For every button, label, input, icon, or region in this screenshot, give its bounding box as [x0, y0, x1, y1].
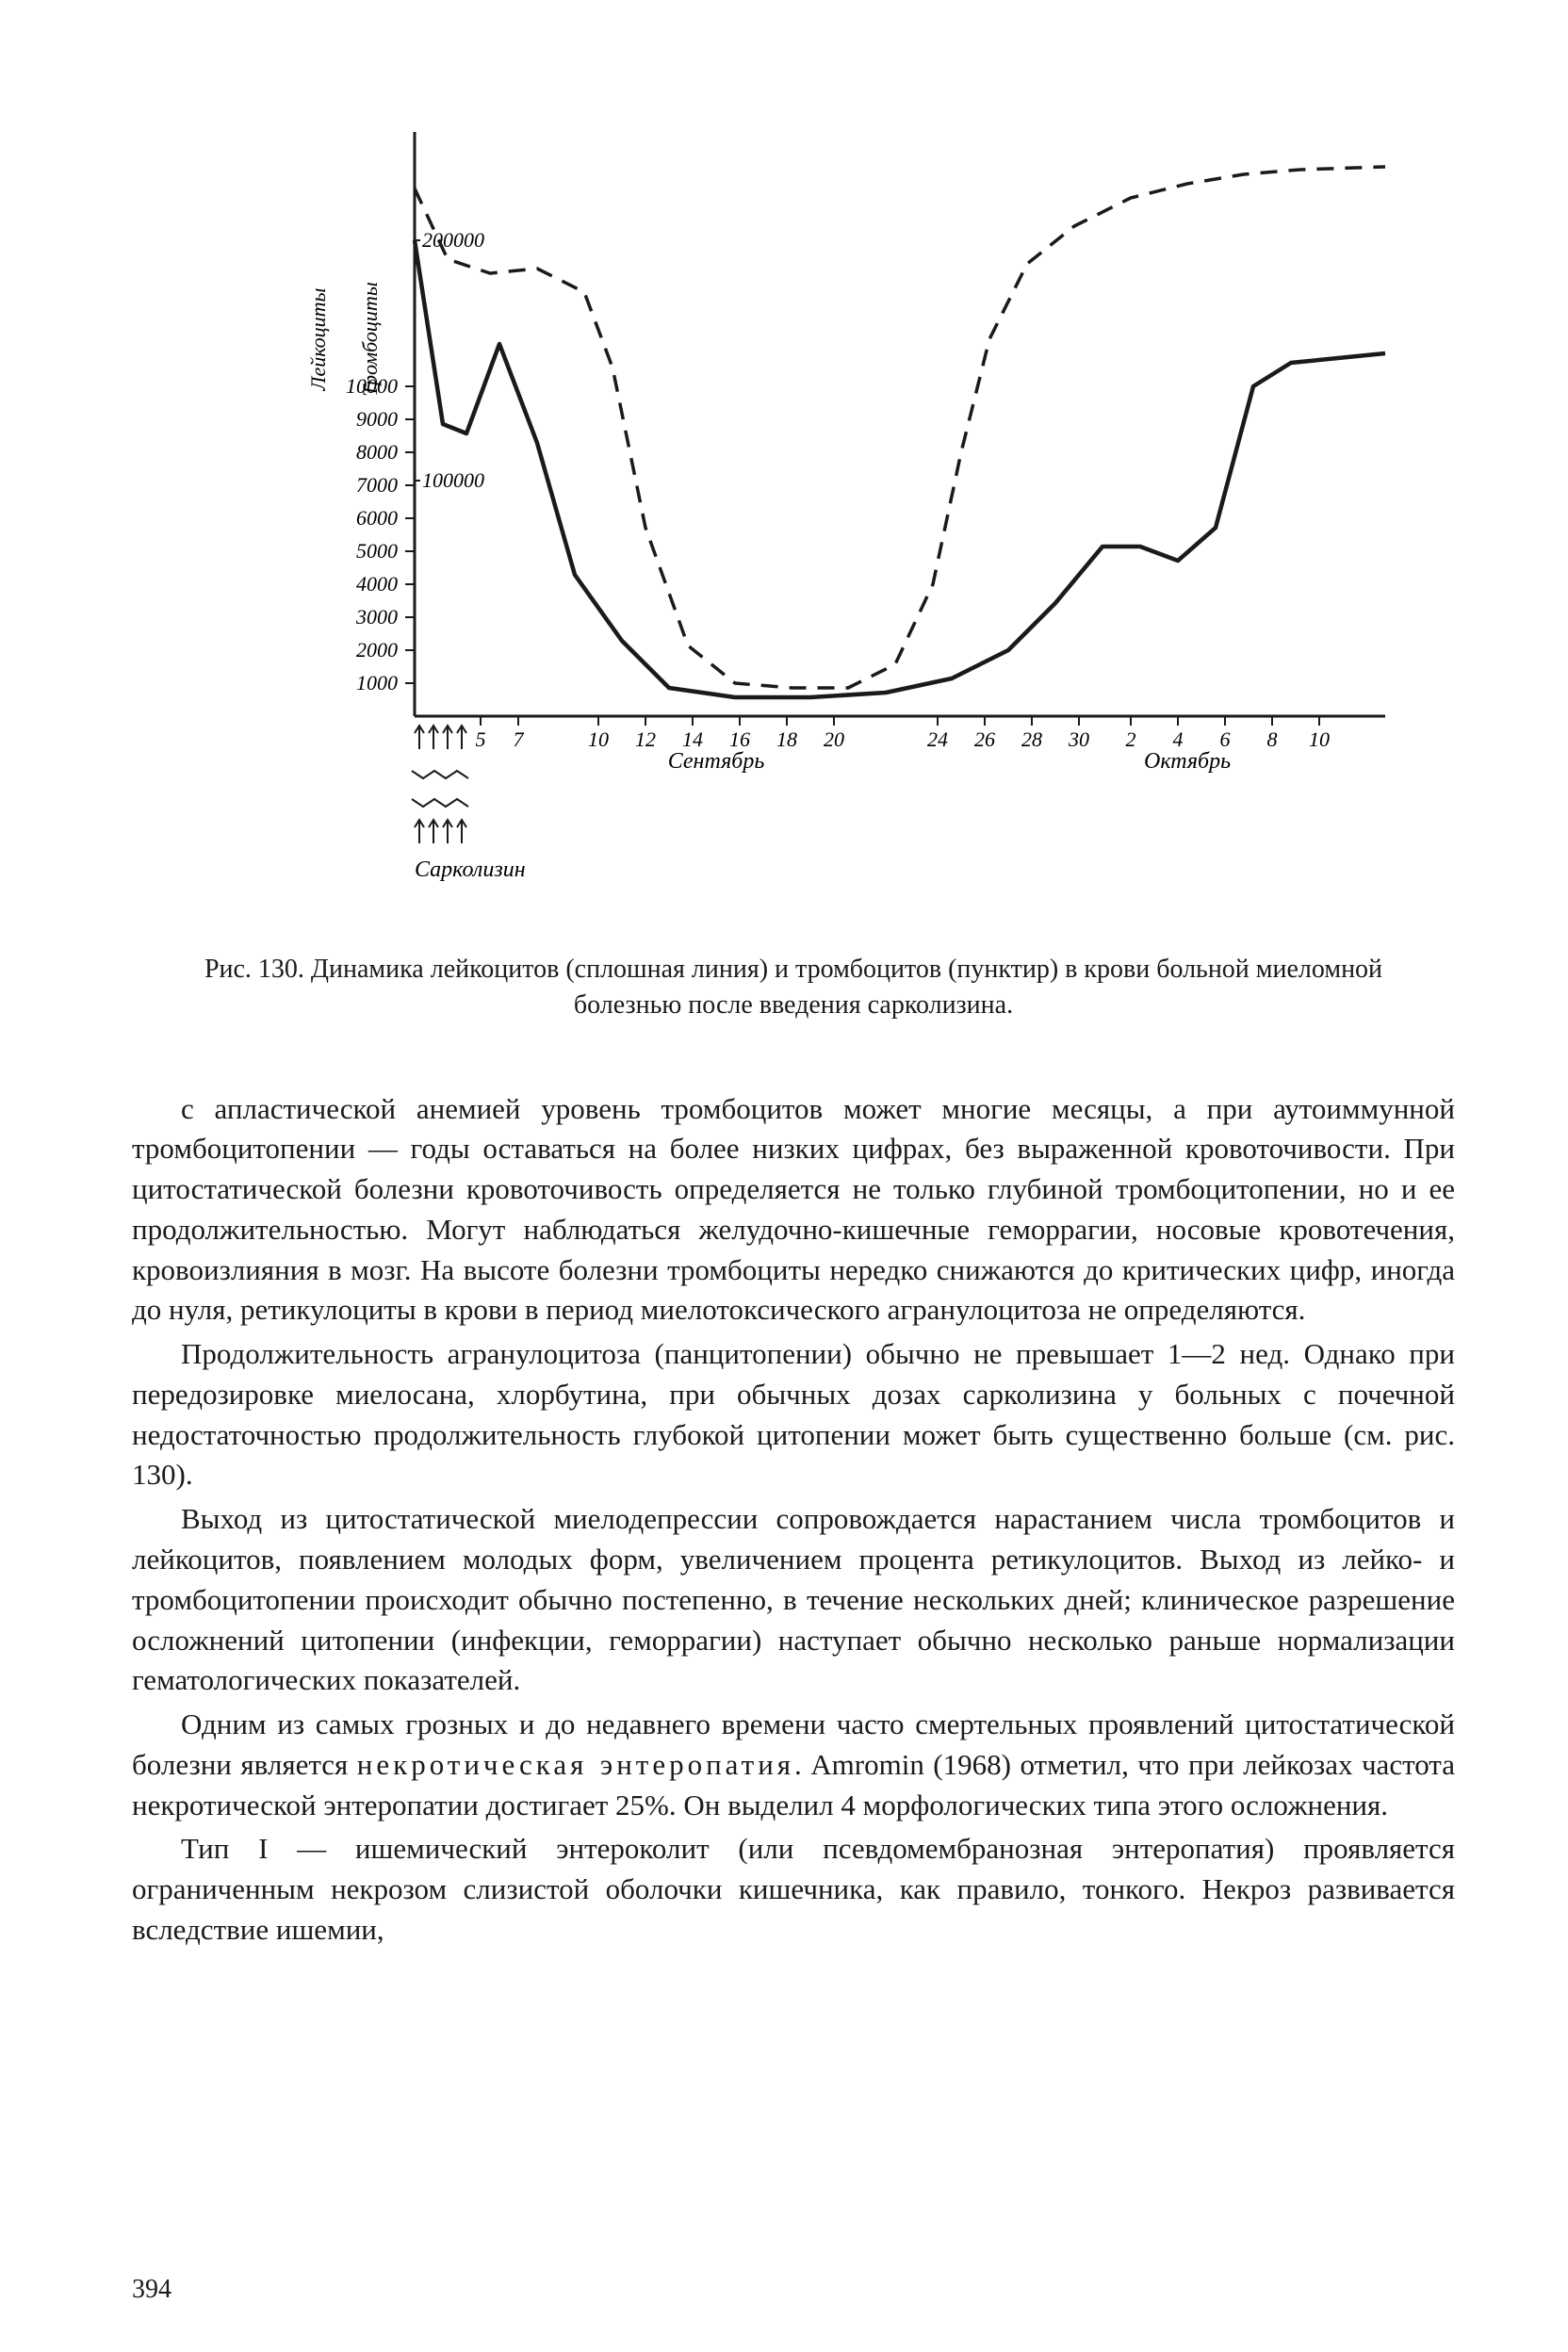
svg-text:2: 2: [1126, 727, 1136, 751]
figure-130: 1000 2000 3000 4000 5000 6000 7000 8000 9000 1000…: [132, 75, 1455, 923]
svg-text:5: 5: [476, 727, 486, 751]
svg-text:24: 24: [927, 727, 948, 751]
page: 1000 2000 3000 4000 5000 6000 7000 8000 9000 1000…: [0, 0, 1568, 2352]
svg-text:28: 28: [1021, 727, 1042, 751]
svg-text:2000: 2000: [356, 638, 398, 662]
svg-text:4000: 4000: [356, 572, 398, 596]
svg-text:Сентябрь: Сентябрь: [668, 749, 765, 774]
svg-text:7000: 7000: [356, 473, 398, 497]
caption-text: Динамика лейкоцитов (сплошная линия) и т…: [311, 955, 1382, 1020]
svg-text:14: 14: [682, 727, 703, 751]
svg-text:4: 4: [1173, 727, 1184, 751]
svg-text:Октябрь: Октябрь: [1144, 749, 1231, 774]
svg-text:26: 26: [974, 727, 995, 751]
svg-text:30: 30: [1068, 727, 1089, 751]
p4-spaced: некротическая энтеропатия: [357, 1748, 794, 1781]
svg-text:7: 7: [514, 727, 525, 751]
svg-text:5000: 5000: [356, 539, 398, 563]
paragraph-5: Тип I — ишемический энтероколит (или псе…: [132, 1829, 1455, 1950]
caption-prefix: Рис. 130.: [204, 955, 311, 984]
svg-text:10: 10: [1309, 727, 1330, 751]
svg-text:8000: 8000: [356, 440, 398, 464]
paragraph-3: Выход из цитостатической миелодепрессии …: [132, 1499, 1455, 1701]
svg-text:9000: 9000: [356, 407, 398, 431]
svg-text:200000: 200000: [422, 228, 484, 252]
paragraph-4: Одним из самых грозных и до недавнего вр…: [132, 1705, 1455, 1825]
svg-text:Лейкоциты: Лейкоциты: [306, 287, 330, 391]
svg-text:18: 18: [776, 727, 797, 751]
body-text: с апластической анемией уровень тромбоци…: [132, 1089, 1455, 1951]
svg-text:3000: 3000: [355, 605, 398, 629]
svg-text:12: 12: [635, 727, 656, 751]
svg-text:1000: 1000: [356, 671, 398, 694]
svg-text:Сарколизин: Сарколизин: [415, 858, 526, 882]
figure-caption: Рис. 130. Динамика лейкоцитов (сплошная …: [132, 952, 1455, 1023]
svg-text:16: 16: [729, 727, 750, 751]
svg-text:8: 8: [1267, 727, 1278, 751]
svg-text:6: 6: [1220, 727, 1231, 751]
svg-text:100000: 100000: [422, 468, 484, 492]
svg-text:Тромбоциты: Тромбоциты: [358, 282, 382, 397]
paragraph-2: Продолжительность агранулоцитоза (панцит…: [132, 1334, 1455, 1495]
svg-text:20: 20: [824, 727, 844, 751]
svg-text:10: 10: [588, 727, 609, 751]
paragraph-1: с апластической анемией уровень тромбоци…: [132, 1089, 1455, 1331]
page-number: 394: [132, 2275, 172, 2305]
svg-text:6000: 6000: [356, 506, 398, 530]
chart-svg: 1000 2000 3000 4000 5000 6000 7000 8000 9000 1000…: [132, 75, 1451, 923]
